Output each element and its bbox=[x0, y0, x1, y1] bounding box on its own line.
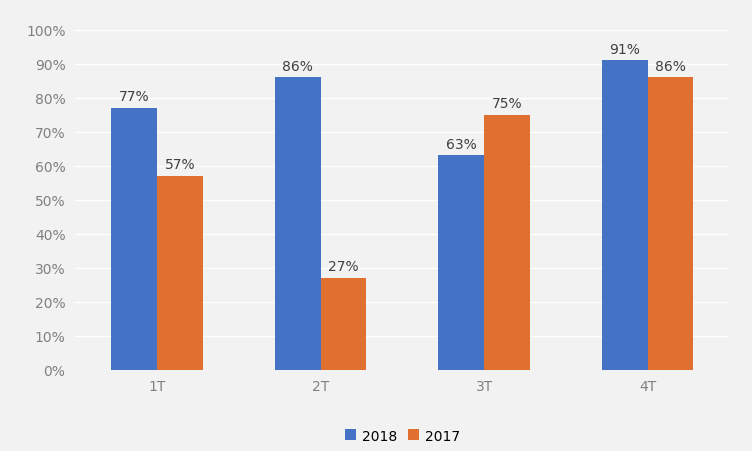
Text: 86%: 86% bbox=[282, 60, 313, 74]
Text: 77%: 77% bbox=[119, 90, 150, 104]
Bar bbox=[438, 156, 484, 370]
Legend: 2018, 2017: 2018, 2017 bbox=[339, 423, 465, 448]
Text: 86%: 86% bbox=[655, 60, 686, 74]
Bar bbox=[484, 115, 530, 370]
Text: 91%: 91% bbox=[609, 43, 640, 57]
Bar bbox=[647, 78, 693, 370]
Text: 57%: 57% bbox=[165, 158, 196, 172]
Bar bbox=[111, 109, 157, 370]
Bar bbox=[157, 176, 203, 370]
Bar bbox=[274, 78, 320, 370]
Bar bbox=[320, 278, 366, 370]
Text: 63%: 63% bbox=[446, 138, 477, 152]
Text: 75%: 75% bbox=[492, 97, 523, 111]
Text: 27%: 27% bbox=[328, 260, 359, 274]
Bar bbox=[602, 61, 647, 370]
